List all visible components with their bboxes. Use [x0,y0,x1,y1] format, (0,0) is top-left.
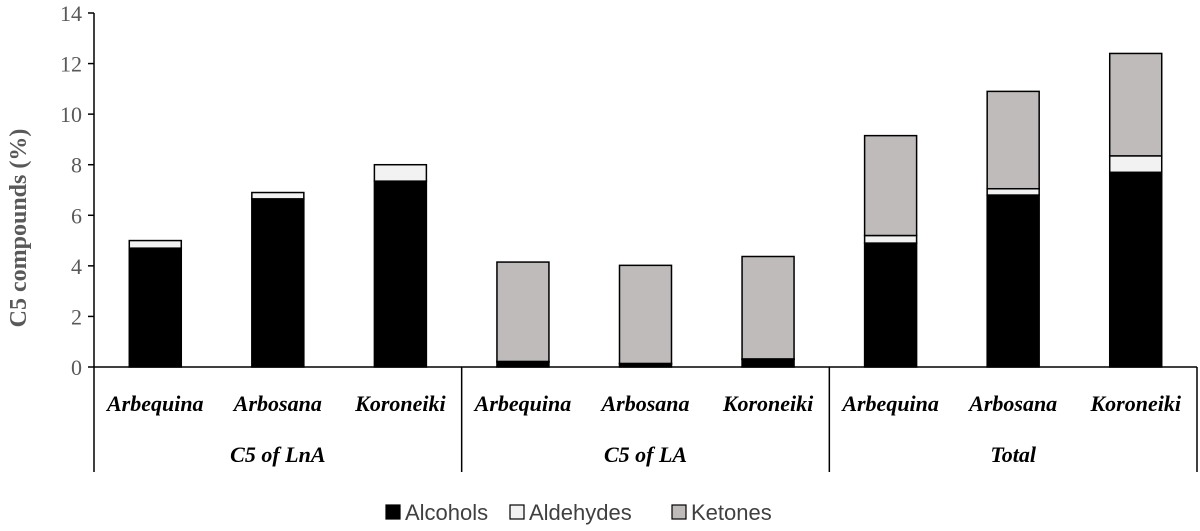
legend-swatch-ketones [671,504,687,520]
bar-segment-ketones [863,134,918,237]
legend-label-ketones: Ketones [691,500,772,525]
bar-segment-ketones [496,261,550,363]
bar-segment-alcohols [741,358,795,368]
x-category-label: Arbosana [599,391,689,416]
bar-segment-alcohols [986,194,1040,368]
y-tick-label: 12 [60,52,82,77]
bar-segment-alcohols [128,247,183,368]
y-tick-label: 6 [71,203,82,228]
y-axis-label: C5 compounds (%) [6,129,32,328]
x-category-label: Koroneiki [1089,391,1181,416]
bar-segment-ketones [1108,52,1163,157]
bar-segment-alcohols [496,361,550,368]
x-category-label: Koroneiki [354,391,446,416]
bar-segment-alcohols [251,198,305,368]
legend-swatch-alcohols [385,504,401,520]
y-tick-label: 0 [71,355,82,380]
x-category-label: Arbosana [232,391,322,416]
bar-segment-ketones [986,90,1040,190]
bar-segment-ketones [618,264,673,365]
y-tick-label: 8 [71,153,82,178]
x-category-label: Arbequina [105,391,204,416]
bar-segment-aldehydes [251,191,305,200]
y-tick-label: 4 [71,254,82,279]
bar-segment-aldehydes [986,187,1040,196]
legend-swatch-aldehydes [509,504,525,520]
x-category-label: Arbosana [967,391,1057,416]
bar-segment-alcohols [1108,171,1163,368]
bar-segment-alcohols [373,180,428,368]
bar-segment-aldehydes [373,163,428,182]
y-tick-label: 14 [60,1,82,26]
x-category-label: Arbequina [473,391,572,416]
legend-label-aldehydes: Aldehydes [529,500,632,525]
x-group-label: C5 of LA [604,442,687,467]
y-tick-label: 2 [71,304,82,329]
bar-segment-alcohols [863,242,918,368]
legend-label-alcohols: Alcohols [405,500,488,525]
x-category-label: Arbequina [840,391,939,416]
x-group-label: C5 of LnA [230,442,325,467]
bar-segment-aldehydes [1108,155,1163,174]
x-group-label: Total [990,442,1037,467]
y-tick-label: 10 [60,102,82,127]
plot-area: 0 2 4 6 8 10 12 14 Arbequina Arbosana Koroneiki C5 … [60,1,1198,525]
x-category-label: Koroneiki [722,391,814,416]
bar-segment-aldehydes [863,234,918,244]
bar-segment-aldehydes [128,239,183,249]
bar-segment-ketones [741,255,795,360]
